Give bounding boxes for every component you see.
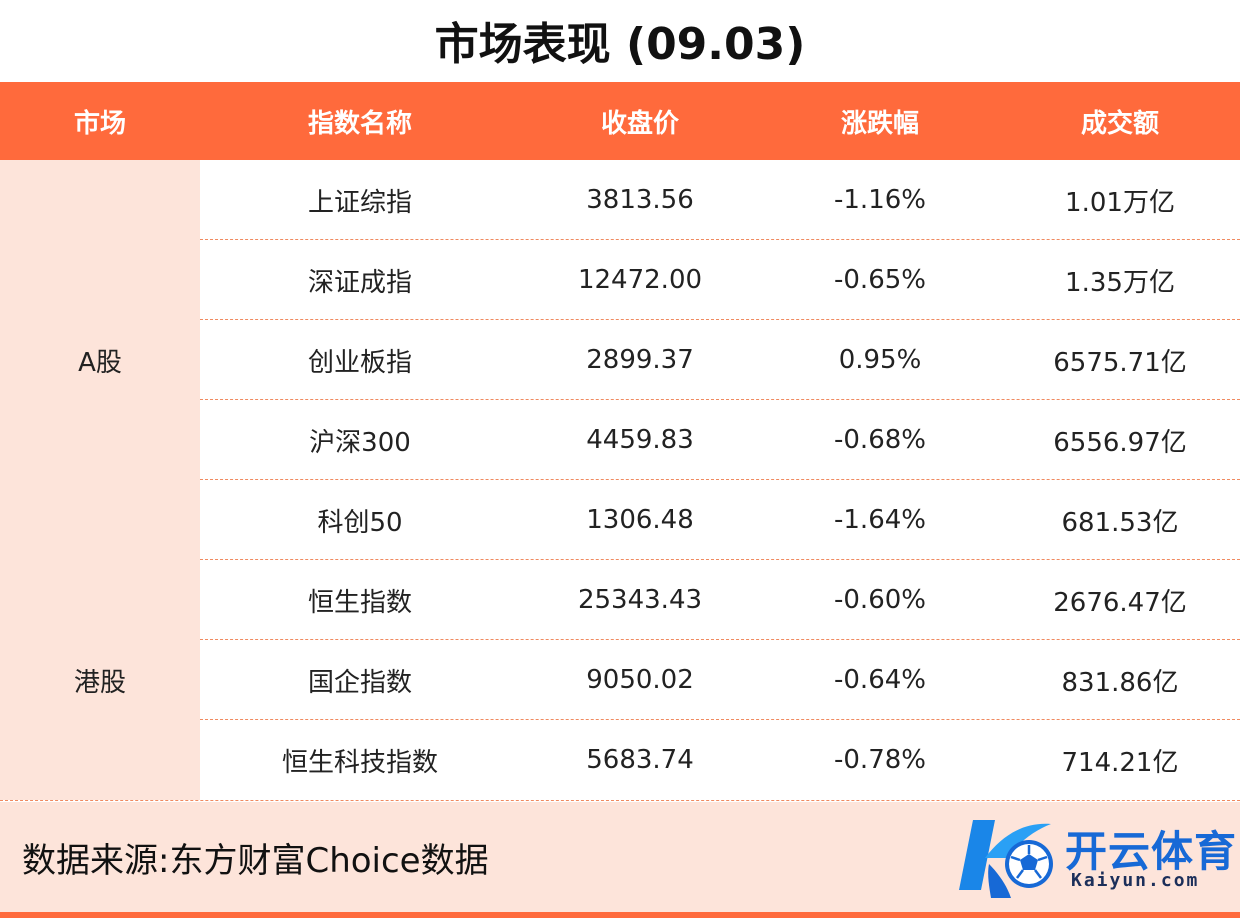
footer: 数据来源:东方财富Choice数据: [0, 802, 1240, 912]
change-pct: -0.65%: [834, 265, 926, 295]
close-price: 3813.56: [586, 185, 694, 215]
turnover: 6556.97亿: [1053, 427, 1187, 458]
close-price: 2899.37: [586, 345, 694, 375]
change-pct: -0.68%: [834, 425, 926, 455]
header-market: 市场: [73, 108, 126, 139]
page-title: 市场表现 (09.03): [434, 19, 806, 70]
turnover: 1.35万亿: [1065, 267, 1175, 298]
turnover: 714.21亿: [1061, 747, 1179, 778]
change-pct: -1.64%: [834, 505, 926, 535]
brand-domain: Kaiyun.com: [1071, 870, 1200, 891]
header-close-price: 收盘价: [600, 108, 679, 139]
table-body: 上证综指 3813.56 -1.16% 1.01万亿 深证成指 12472.00…: [200, 160, 1240, 800]
table-row: 国企指数 9050.02 -0.64% 831.86亿: [200, 640, 1240, 720]
header-change-pct: 涨跌幅: [840, 108, 919, 139]
table-row: 创业板指 2899.37 0.95% 6575.71亿: [200, 320, 1240, 400]
header-turnover: 成交额: [1080, 108, 1159, 139]
close-price: 25343.43: [577, 585, 703, 615]
turnover: 2676.47亿: [1053, 587, 1187, 618]
change-pct: 0.95%: [838, 345, 922, 375]
turnover: 1.01万亿: [1065, 187, 1175, 218]
index-name: 深证成指: [307, 267, 412, 298]
turnover: 681.53亿: [1061, 507, 1179, 538]
index-name: 恒生指数: [307, 587, 412, 618]
change-pct: -1.16%: [834, 185, 926, 215]
table-bottom-divider: [0, 800, 1240, 801]
index-name: 上证综指: [307, 187, 412, 218]
table-row: 恒生科技指数 5683.74 -0.78% 714.21亿: [200, 720, 1240, 800]
table-row: 恒生指数 25343.43 -0.60% 2676.47亿: [200, 560, 1240, 640]
table-header: 市场 指数名称 收盘价 涨跌幅 成交额: [0, 82, 1240, 160]
index-name: 创业板指: [307, 347, 412, 378]
change-pct: -0.60%: [834, 585, 926, 615]
turnover: 831.86亿: [1061, 667, 1179, 698]
index-name: 国企指数: [307, 667, 412, 698]
brand-name: 开云体育: [1065, 827, 1238, 876]
header-index-name: 指数名称: [307, 108, 412, 139]
data-source-note: 数据来源:东方财富Choice数据: [22, 840, 489, 881]
market-cell-hk: 港股: [0, 560, 200, 800]
bottom-accent-bar: [0, 912, 1240, 918]
table-row: 沪深300 4459.83 -0.68% 6556.97亿: [200, 400, 1240, 480]
change-pct: -0.64%: [834, 665, 926, 695]
index-name: 沪深300: [309, 427, 411, 458]
table-row: 深证成指 12472.00 -0.65% 1.35万亿: [200, 240, 1240, 320]
table-row: 上证综指 3813.56 -1.16% 1.01万亿: [200, 160, 1240, 240]
turnover: 6575.71亿: [1053, 347, 1187, 378]
market-cell-a-share: A股: [0, 160, 200, 560]
close-price: 5683.74: [586, 745, 694, 775]
kaiyun-soccer-logo-icon: [959, 820, 1053, 898]
change-pct: -0.78%: [834, 745, 926, 775]
index-name: 恒生科技指数: [281, 747, 438, 778]
table-row: 科创50 1306.48 -1.64% 681.53亿: [200, 480, 1240, 560]
close-price: 9050.02: [586, 665, 694, 695]
close-price: 4459.83: [586, 425, 694, 455]
close-price: 12472.00: [577, 265, 703, 295]
close-price: 1306.48: [586, 505, 694, 535]
brand-logo: 开云体育 Kaiyun.com: [955, 812, 1236, 902]
index-name: 科创50: [317, 507, 403, 538]
